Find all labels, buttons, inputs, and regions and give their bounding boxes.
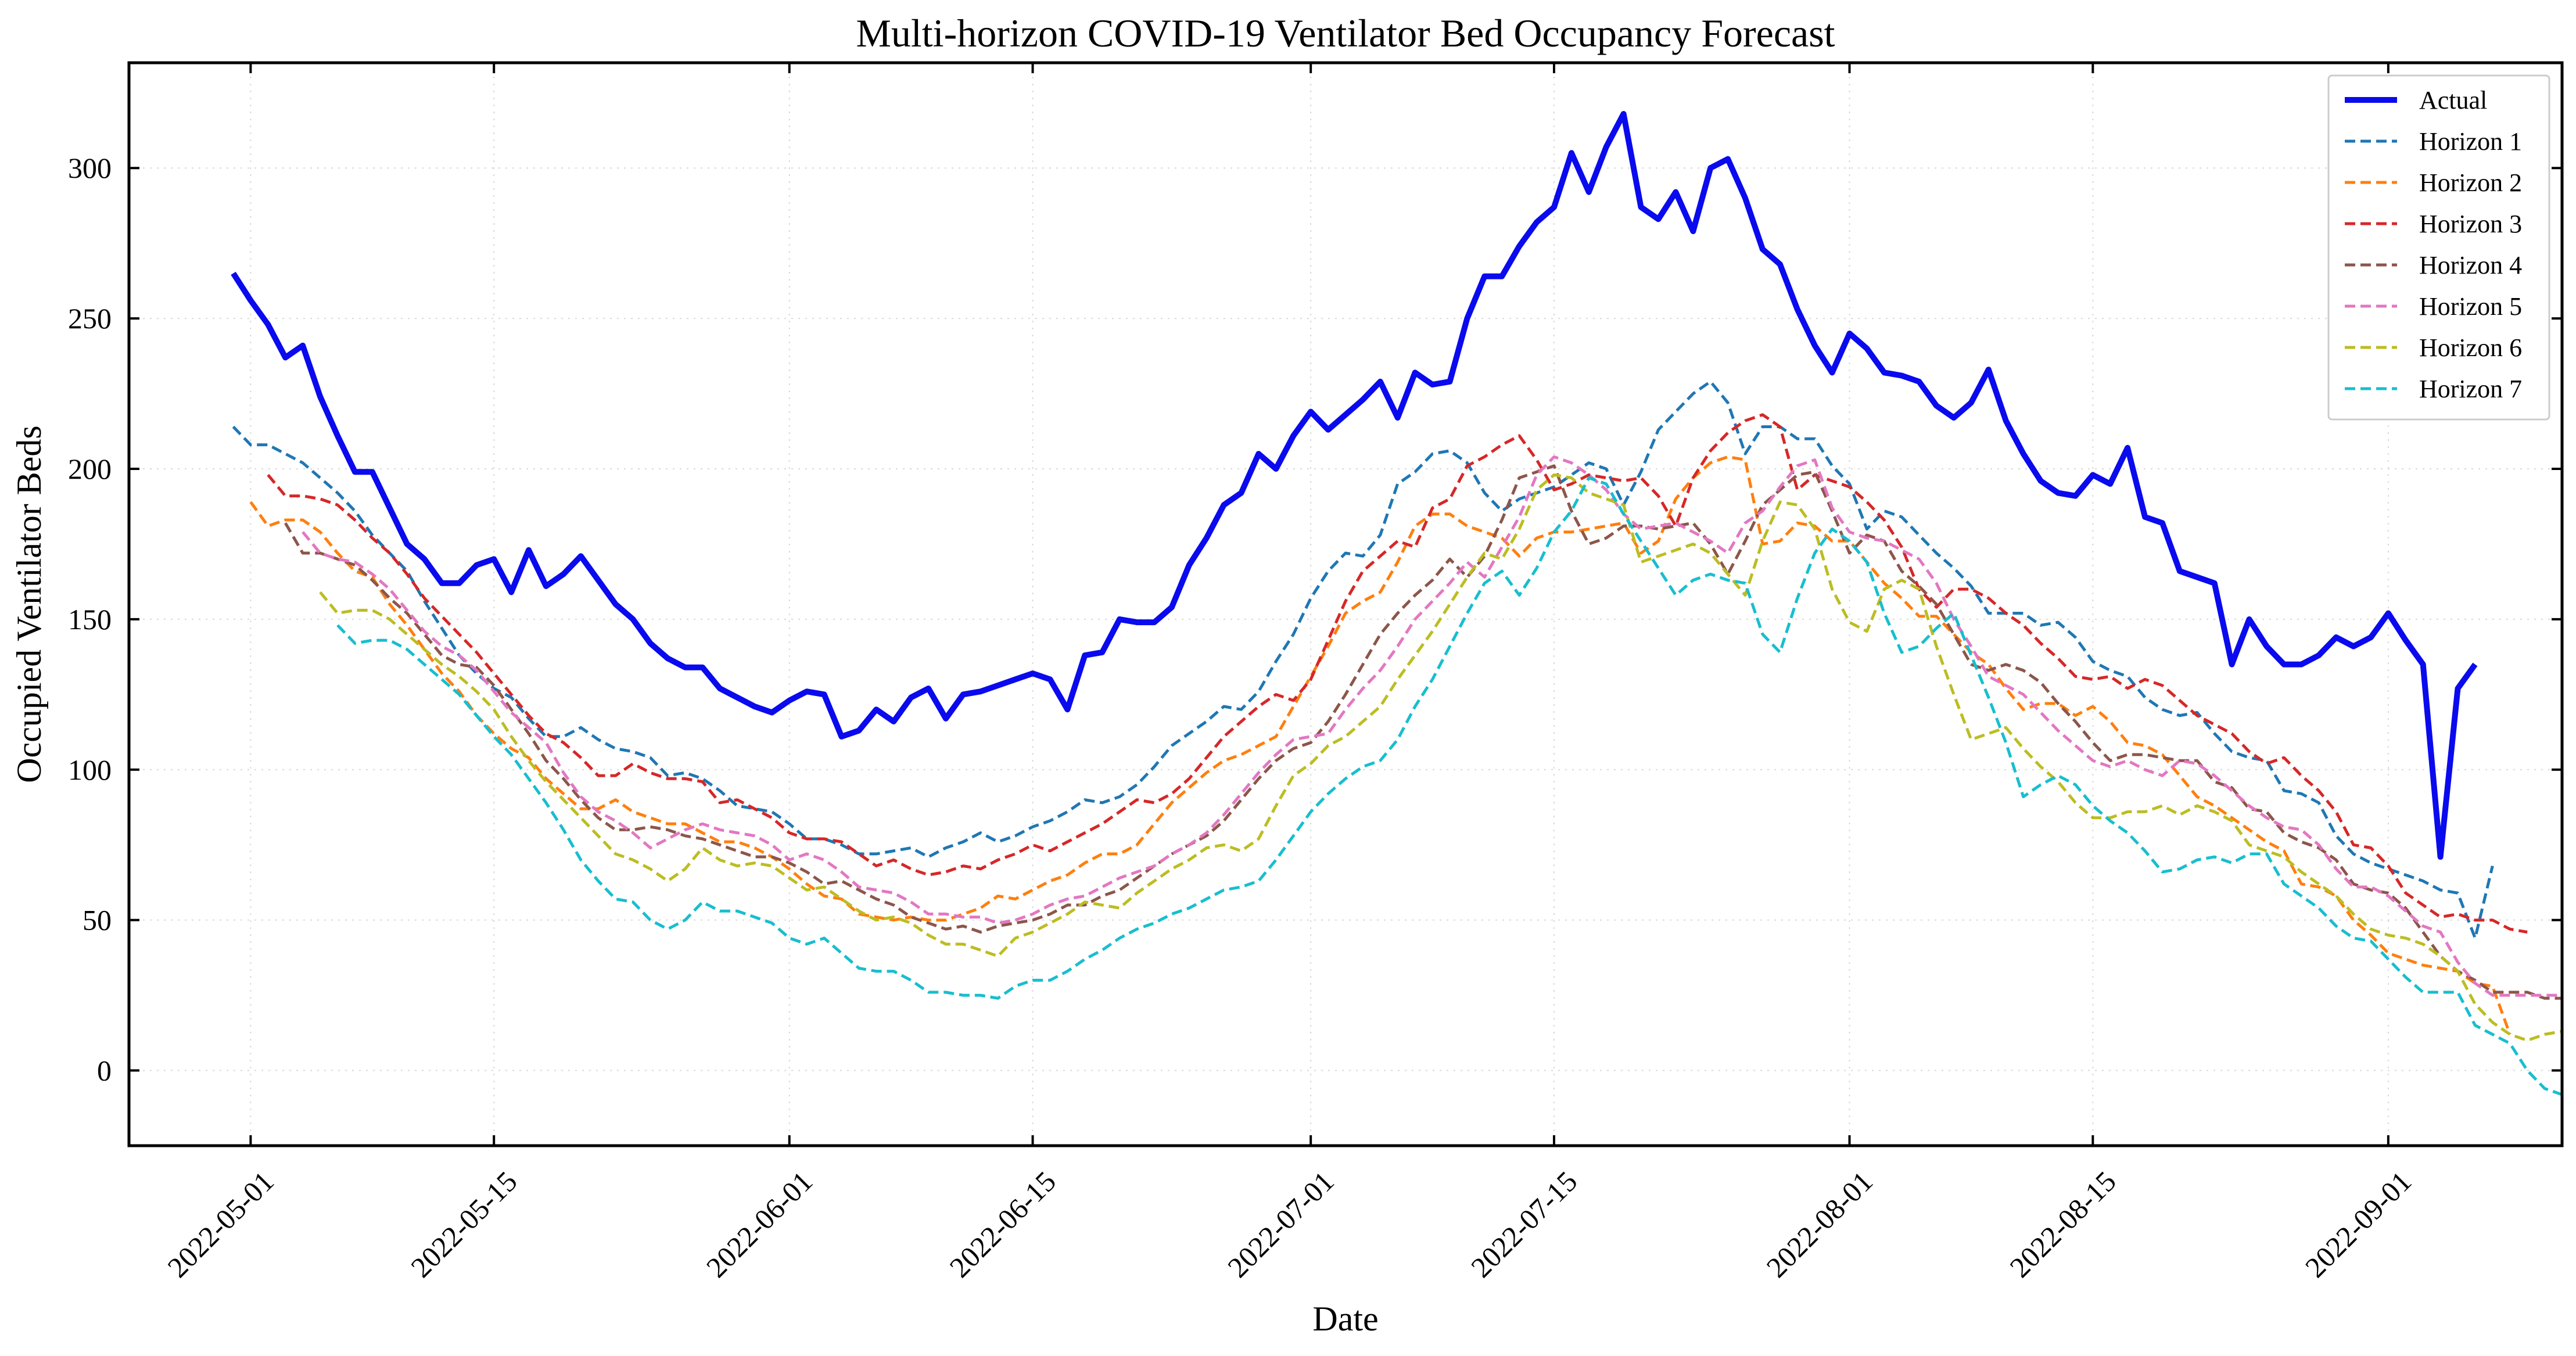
x-tick-label: 2022-05-01 [161, 1165, 280, 1284]
legend-label: Horizon 5 [2419, 292, 2522, 321]
x-tick-label: 2022-05-15 [404, 1165, 523, 1284]
legend-label: Actual [2419, 86, 2487, 114]
series-line-actual [231, 111, 2478, 860]
x-tick-label: 2022-07-01 [1221, 1165, 1340, 1284]
y-tick-label: 0 [97, 1054, 112, 1087]
legend-label: Horizon 7 [2419, 375, 2522, 403]
legend-label: Horizon 4 [2419, 251, 2522, 279]
y-tick-label: 100 [68, 754, 112, 786]
series-line-horizon-6 [319, 473, 2562, 1042]
x-tick-label: 2022-09-01 [2299, 1165, 2418, 1284]
legend-label: Horizon 6 [2419, 333, 2522, 362]
series-line-horizon-5 [302, 455, 2562, 997]
series-line-horizon-7 [336, 476, 2562, 1096]
legend-box [2327, 74, 2550, 421]
y-tick-label: 250 [68, 302, 112, 335]
x-tick-label: 2022-08-15 [2003, 1165, 2122, 1284]
x-tick-label: 2022-06-01 [700, 1165, 819, 1284]
plot-frame [127, 61, 2564, 1147]
legend-label: Horizon 2 [2419, 168, 2522, 197]
y-axis-label: Occupied Ventilator Beds [10, 425, 48, 783]
series-line-horizon-2 [249, 455, 2512, 1035]
series-line-horizon-4 [284, 464, 2562, 1000]
y-tick-label: 300 [68, 152, 112, 184]
y-tick-label: 200 [68, 453, 112, 485]
chart-title: Multi-horizon COVID-19 Ventilator Bed Oc… [856, 11, 1835, 55]
x-tick-label: 2022-08-01 [1760, 1165, 1879, 1284]
y-tick-label: 50 [82, 904, 112, 937]
x-tick-label: 2022-07-15 [1465, 1165, 1584, 1284]
legend-label: Horizon 3 [2419, 210, 2522, 238]
y-tick-label: 150 [68, 603, 112, 636]
legend: Actual Horizon 1 Horizon 2 Horizon 3 Horizon… [2327, 74, 2550, 421]
series-line-horizon-1 [232, 380, 2494, 940]
series-line-horizon-3 [267, 413, 2528, 934]
legend-label: Horizon 1 [2419, 127, 2522, 156]
series-lines [231, 111, 2562, 1096]
x-tick-label: 2022-06-15 [943, 1165, 1062, 1284]
x-axis-label: Date [1312, 1300, 1378, 1338]
